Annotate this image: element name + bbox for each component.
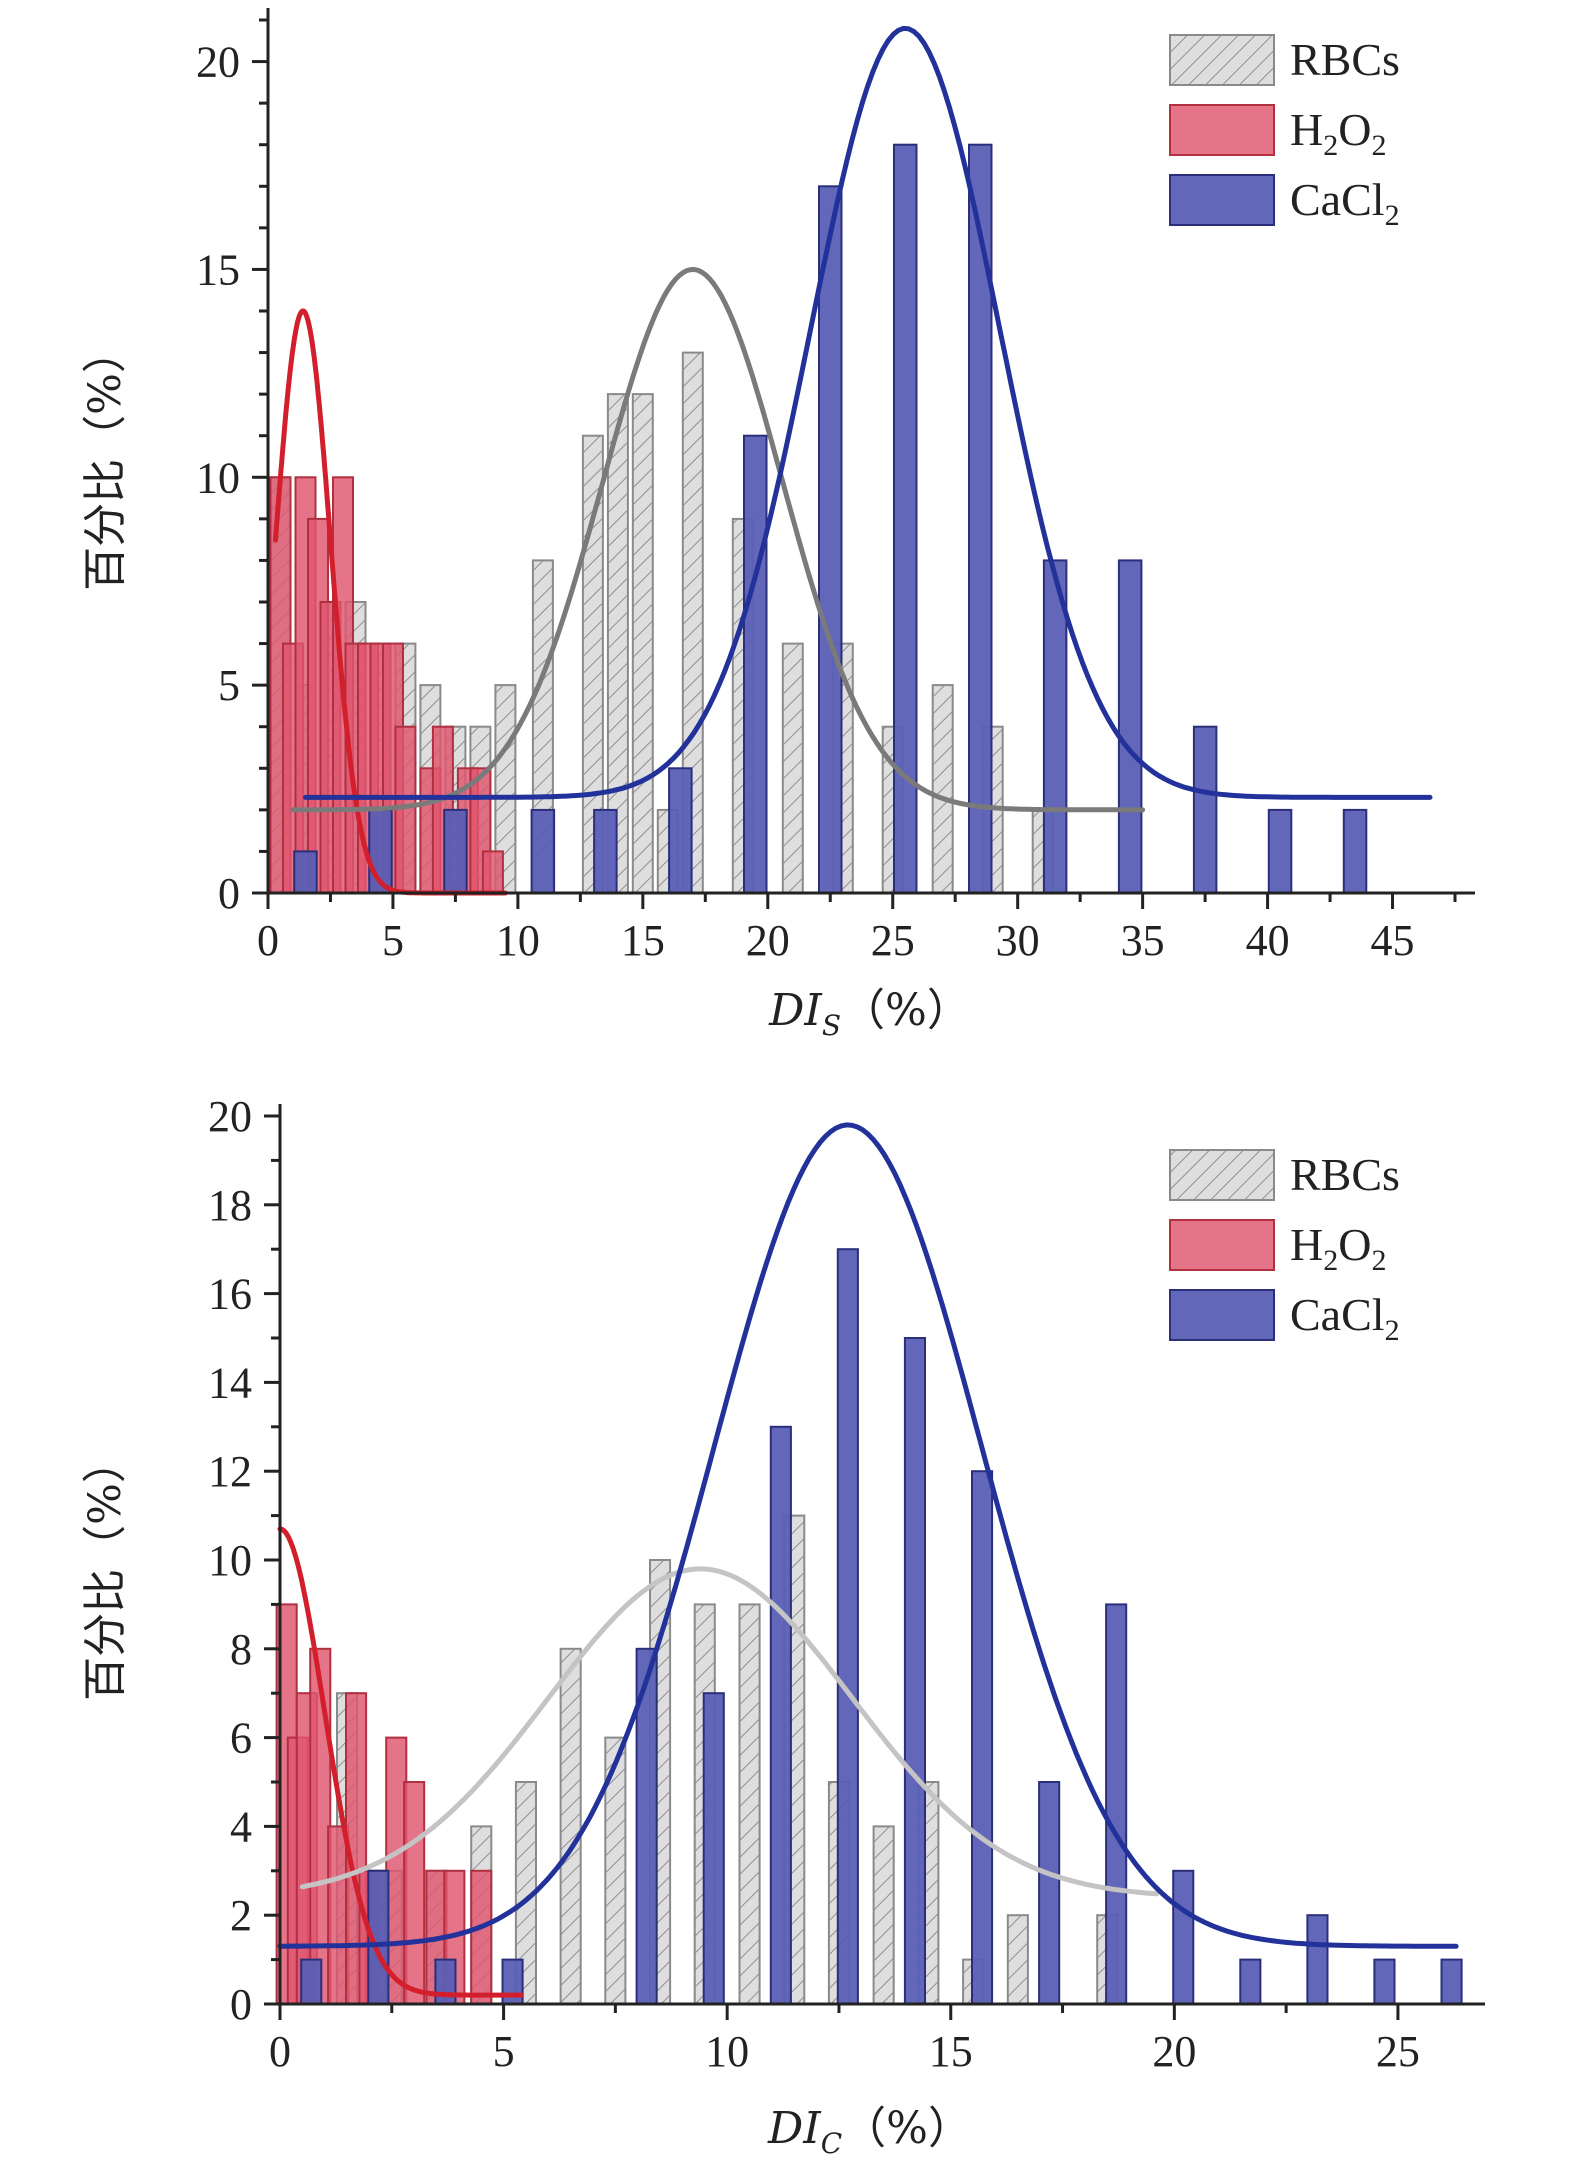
x-tick-label: 5 — [382, 916, 404, 965]
fit_rbc-curve — [290, 266, 1146, 813]
x-tick-label: 0 — [269, 2027, 291, 2076]
cacl2-bar — [293, 850, 318, 895]
cacl2-bar — [1373, 1958, 1396, 2005]
x-tick-label: 10 — [705, 2027, 749, 2076]
x-tick-label: 45 — [1371, 916, 1415, 965]
cacl2-bar — [971, 1470, 994, 2005]
cacl2-bar — [903, 1337, 927, 2005]
x-axis-title: DIS（%） — [768, 985, 971, 1042]
y-tick-label: 10 — [196, 453, 240, 502]
x-tick-label: 15 — [621, 916, 665, 965]
cacl2-bar — [1239, 1958, 1262, 2005]
y-tick-label: 5 — [218, 661, 240, 710]
y-tick-label: 4 — [230, 1802, 252, 1851]
cacl2-bar — [836, 1248, 859, 2005]
y-tick-label: 20 — [208, 1092, 252, 1141]
rbc-bar — [631, 393, 654, 894]
cacl2-bar — [1440, 1958, 1463, 2005]
y-tick-label: 8 — [230, 1625, 252, 1674]
cacl2-bar — [668, 767, 693, 894]
cacl2-bar — [530, 808, 556, 895]
cacl2-bar — [593, 808, 618, 895]
y-tick-label: 18 — [208, 1181, 252, 1230]
x-tick-label: 0 — [257, 916, 279, 965]
legend-label-rbc: RBCs — [1290, 1149, 1400, 1200]
cacl2-bar — [818, 185, 843, 895]
cacl2-bar — [1117, 559, 1143, 895]
fit_h2o2-curve — [277, 1526, 524, 1998]
legend-swatch-h2o2 — [1169, 1219, 1275, 1271]
fit_cacl2-curve — [277, 1122, 1459, 1949]
cacl2-bar — [434, 1958, 457, 2005]
y-tick-label: 20 — [196, 38, 240, 87]
legend-label-rbc: RBCs — [1290, 34, 1400, 85]
cacl2-bar — [1192, 725, 1218, 895]
cacl2-bar — [1172, 1869, 1195, 2006]
cacl2-bar — [743, 434, 768, 894]
legend-swatch-h2o2 — [1169, 104, 1275, 156]
h2o2-bar — [470, 1869, 493, 2006]
x-tick-label: 40 — [1246, 916, 1290, 965]
cacl2-bar — [1342, 808, 1368, 895]
x-tick-label: 25 — [1376, 2027, 1420, 2076]
x-tick-label: 30 — [996, 916, 1040, 965]
y-tick-label: 16 — [208, 1270, 252, 1319]
x-axis-title: DIC（%） — [767, 2103, 972, 2160]
y-tick-label: 15 — [196, 245, 240, 294]
y-tick-label: 14 — [208, 1358, 252, 1407]
legend-swatch-rbc — [1169, 1149, 1275, 1201]
rbc-bar — [931, 684, 954, 894]
h2o2-bar — [481, 850, 504, 895]
y-tick-label: 0 — [230, 1980, 252, 2029]
x-tick-label: 20 — [1152, 2027, 1196, 2076]
cacl2-bar — [1306, 1914, 1329, 2005]
y-tick-label: 10 — [208, 1536, 252, 1585]
x-tick-label: 10 — [496, 916, 540, 965]
y-axis-title: 百分比（%） — [80, 1439, 131, 1701]
cacl2-bar — [300, 1958, 323, 2005]
legend-swatch-cacl2 — [1169, 174, 1275, 226]
rbc-bar — [738, 1603, 761, 2006]
ds-histogram-chart: 0 5 10 15 20 25 30 35 40 45 0 5 10 15 20 百分比（%） DIS（%） RB… — [80, 8, 1475, 1042]
rbc-bar — [781, 642, 804, 894]
y-tick-label: 12 — [208, 1447, 252, 1496]
dc-histogram-chart: 0 5 10 15 20 25 0 2 4 6 8 10 12 14 16 18 20 百分比（%） DIC（%） R… — [80, 1092, 1485, 2160]
cacl2-bar — [968, 143, 993, 894]
h2o2-bar — [403, 1781, 426, 2005]
cacl2-bar — [702, 1692, 725, 2005]
cacl2-bar — [1105, 1603, 1128, 2006]
cacl2-bar — [769, 1425, 792, 2006]
rbc-bar — [872, 1825, 895, 2006]
legend-label-cacl2: CaCl2 — [1290, 174, 1400, 232]
legend-label-cacl2: CaCl2 — [1290, 1289, 1400, 1347]
fit_cacl2-curve — [303, 25, 1433, 800]
rbc-bar — [1006, 1914, 1029, 2005]
y-axis-title: 百分比（%） — [80, 329, 131, 591]
legend-label-h2o2: H2O2 — [1290, 104, 1386, 162]
legend-label-h2o2: H2O2 — [1290, 1219, 1386, 1277]
y-tick-label: 0 — [218, 869, 240, 918]
y-tick-label: 6 — [230, 1714, 252, 1763]
y-tick-label: 2 — [230, 1891, 252, 1940]
x-tick-label: 5 — [493, 2027, 515, 2076]
x-tick-label: 20 — [746, 916, 790, 965]
x-tick-label: 25 — [871, 916, 915, 965]
legend-swatch-cacl2 — [1169, 1289, 1275, 1341]
cacl2-bar — [443, 808, 468, 895]
legend-swatch-rbc — [1169, 34, 1275, 86]
fit_rbc-curve — [299, 1566, 1159, 1897]
x-tick-label: 35 — [1121, 916, 1165, 965]
cacl2-bar — [1038, 1781, 1061, 2005]
h2o2-bar — [394, 725, 417, 895]
x-tick-label: 15 — [929, 2027, 973, 2076]
rbc-bar — [559, 1647, 582, 2006]
cacl2-bar — [1267, 808, 1293, 895]
